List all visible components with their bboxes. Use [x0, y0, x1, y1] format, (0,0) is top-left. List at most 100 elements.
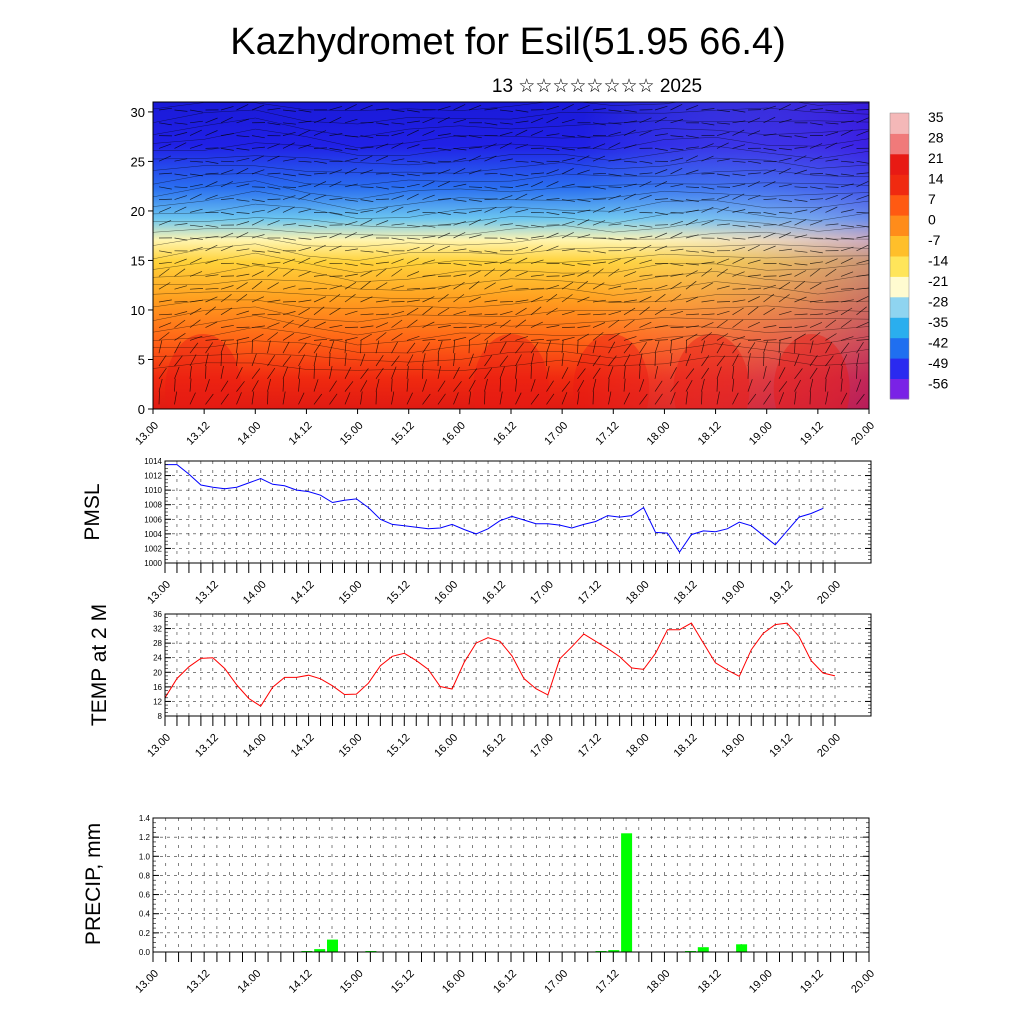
wind-barb	[794, 313, 808, 316]
wind-barb	[174, 366, 180, 379]
colorbar-swatch	[890, 256, 909, 277]
wind-barb	[174, 268, 186, 277]
wind-barb	[298, 365, 301, 379]
wind-barb	[685, 135, 699, 139]
wind-barb	[809, 198, 824, 200]
wind-barb	[205, 296, 218, 303]
wind-barb	[205, 287, 219, 290]
wind-barb	[375, 322, 389, 328]
wind-barb	[391, 285, 405, 290]
wind-barb	[437, 148, 451, 151]
wind-barb	[794, 368, 803, 380]
colorbar-label: -42	[928, 335, 948, 351]
x-tick-label: 17.12	[593, 420, 621, 448]
wind-barb	[499, 173, 513, 177]
wind-barb	[763, 380, 771, 392]
wind-barb	[298, 144, 312, 149]
wind-barb	[158, 143, 172, 149]
x-tick-label: 14.12	[289, 579, 317, 607]
wind-barb	[205, 160, 219, 164]
wind-barb	[313, 181, 327, 188]
wind-barb	[375, 268, 387, 277]
wind-barb	[515, 271, 528, 277]
wind-barb	[623, 257, 636, 264]
wind-barb	[453, 326, 467, 328]
wind-barb	[840, 246, 854, 252]
wind-barb	[360, 353, 366, 367]
wind-barb	[732, 288, 746, 290]
wind-barb	[515, 183, 529, 188]
wind-barb	[484, 378, 488, 392]
isotherm	[153, 102, 869, 111]
wind-barb	[654, 148, 668, 151]
wind-barb	[530, 181, 544, 188]
wind-barb	[639, 172, 653, 175]
wind-barb	[422, 379, 427, 392]
wind-barb	[298, 392, 305, 405]
wind-barb	[499, 366, 505, 379]
wind-barb	[670, 103, 683, 111]
wind-barb	[499, 142, 512, 149]
wind-barb	[205, 379, 210, 392]
wind-barb	[840, 120, 854, 124]
colorbar-label: 21	[928, 150, 944, 166]
pmsl-axes: 1000 1002 1004 1006 1008 1010 1012 1014 13.00 13.…	[144, 457, 871, 607]
wind-barb	[592, 282, 605, 290]
wind-barb	[484, 186, 498, 190]
wind-barb	[468, 146, 482, 149]
wind-barb	[484, 355, 493, 367]
wind-barb	[794, 391, 797, 405]
wind-barb	[282, 341, 290, 354]
x-tick-label: 18.12	[672, 732, 700, 760]
wind-barb	[329, 148, 343, 151]
wind-barb	[608, 131, 622, 136]
x-tick-label: 16.12	[491, 968, 519, 996]
precip-axes: 0.0 0.2 0.4 0.6 0.8 1.0 1.2 1.4 13.00 13.12 14.00 1…	[133, 814, 877, 996]
wind-barb	[809, 220, 823, 226]
wind-barb	[809, 313, 824, 316]
wind-barb	[344, 212, 359, 214]
wind-barb	[267, 155, 280, 162]
wind-barb	[654, 105, 668, 111]
wind-barb	[592, 268, 604, 277]
colorbar-label: 0	[928, 212, 936, 228]
wind-barb	[840, 288, 855, 290]
wind-barb	[763, 245, 776, 252]
wind-barb	[840, 365, 843, 379]
wind-barb	[716, 268, 728, 277]
wind-barb	[577, 313, 591, 316]
wind-barb	[282, 355, 292, 367]
wind-barb	[670, 248, 684, 252]
wind-barb	[546, 116, 559, 124]
wind-barb	[158, 250, 172, 254]
wind-barb	[158, 172, 173, 175]
x-tick-label: 17.00	[542, 968, 570, 996]
wind-barb	[608, 391, 612, 405]
wind-barb	[592, 155, 606, 162]
wind-barb	[329, 169, 342, 175]
wind-barb	[670, 148, 684, 151]
wind-barb	[236, 367, 243, 379]
wind-barb	[856, 224, 869, 228]
wind-barb	[701, 313, 715, 316]
wind-barb	[794, 340, 796, 354]
wind-barb	[530, 224, 544, 228]
wind-barb	[484, 299, 498, 303]
wind-barb	[484, 172, 498, 175]
wind-barb	[282, 333, 295, 341]
wind-barb	[344, 248, 358, 252]
wind-barb	[344, 353, 347, 367]
wind-barb	[453, 221, 467, 226]
isotherm	[153, 281, 869, 300]
wind-barb	[174, 378, 176, 392]
wind-barb	[313, 338, 328, 341]
wind-barb	[592, 340, 597, 354]
wind-barb	[654, 393, 663, 405]
precip-bar	[327, 939, 338, 952]
wind-barb	[236, 340, 239, 354]
wind-barb	[236, 221, 250, 226]
wind-barb	[639, 117, 652, 124]
wind-barb	[267, 391, 269, 405]
wind-barb	[716, 355, 726, 367]
wind-barb	[840, 378, 843, 392]
